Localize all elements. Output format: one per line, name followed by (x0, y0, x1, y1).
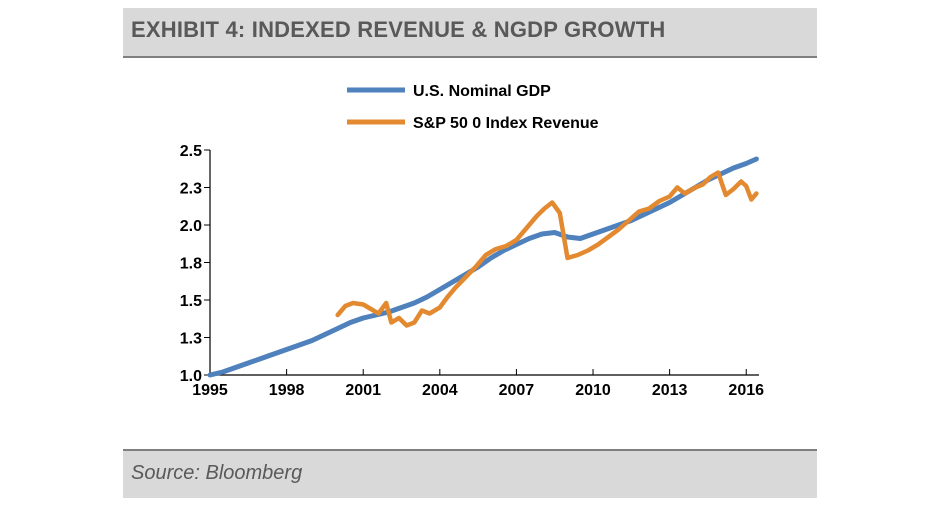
y-tick-label: 2.3 (180, 181, 202, 198)
x-tick-label: 1998 (269, 382, 305, 399)
x-tick-label: 2004 (422, 382, 458, 399)
legend: U.S. Nominal GDP S&P 50 0 Index Revenue (347, 83, 599, 132)
x-tick-label: 2001 (345, 382, 381, 399)
y-tick-label: 1.5 (180, 293, 202, 310)
legend-label-revenue: S&P 50 0 Index Revenue (413, 115, 599, 132)
series-line-nominal-gdp (207, 156, 759, 378)
x-axis-ticks: 1995 1998 2001 2004 2007 2010 2013 2016 (192, 369, 764, 399)
x-tick-label: 1995 (192, 382, 228, 399)
title-bar: EXHIBIT 4: INDEXED REVENUE & NGDP GROWTH (123, 8, 817, 56)
x-tick-label: 2007 (499, 382, 535, 399)
y-tick-label: 1.8 (180, 256, 202, 273)
exhibit-title: EXHIBIT 4: INDEXED REVENUE & NGDP GROWTH (131, 17, 666, 42)
x-tick-label: 2010 (575, 382, 611, 399)
series-line-sp500-revenue (335, 170, 759, 328)
legend-label-gdp: U.S. Nominal GDP (413, 83, 551, 100)
y-tick-label: 2.5 (180, 143, 202, 160)
y-tick-label: 1.0 (180, 368, 202, 385)
source-label: Source: Bloomberg (131, 462, 303, 484)
y-tick-label: 2.0 (180, 218, 202, 235)
x-tick-label: 2016 (728, 382, 764, 399)
source-divider (123, 449, 817, 451)
source-bar: Source: Bloomberg (123, 451, 817, 498)
y-axis-ticks: 1.0 1.3 1.5 1.8 2.0 2.3 2.5 (180, 143, 210, 385)
exhibit-panel: EXHIBIT 4: INDEXED REVENUE & NGDP GROWTH… (123, 8, 817, 498)
x-tick-label: 2013 (652, 382, 688, 399)
title-divider (123, 56, 817, 58)
y-tick-label: 1.3 (180, 331, 202, 348)
chart-area: U.S. Nominal GDP S&P 50 0 Index Revenue … (180, 83, 764, 399)
